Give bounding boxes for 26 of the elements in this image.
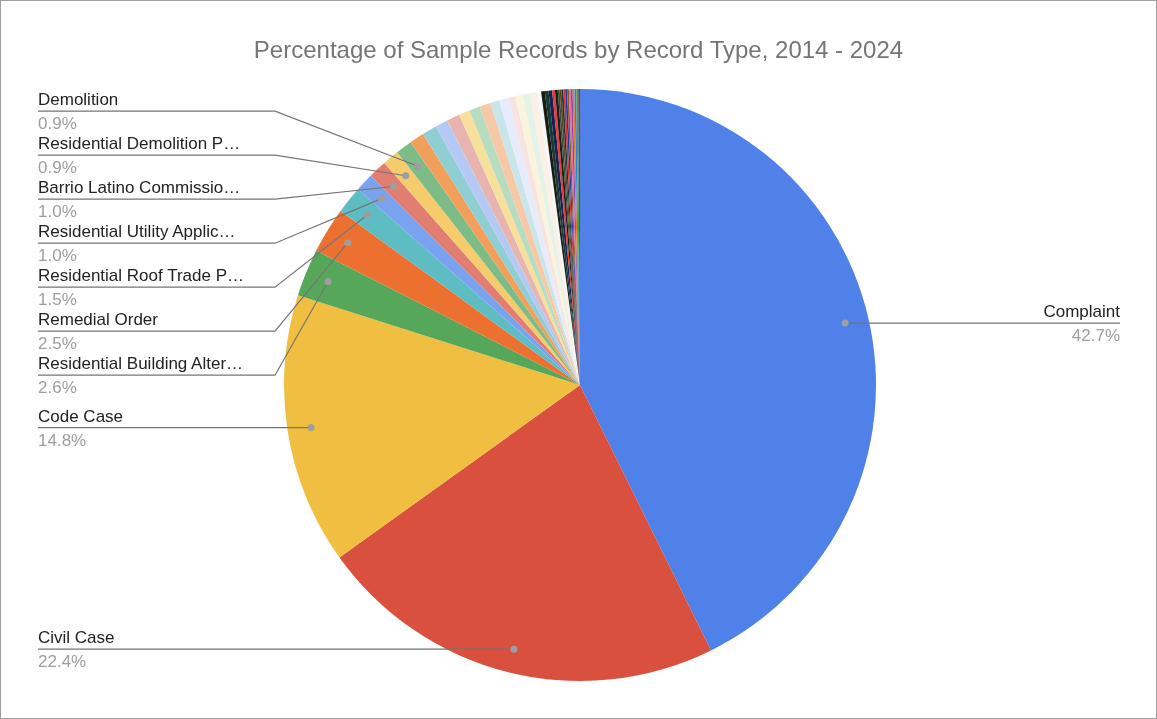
data-label: 1.0% (38, 246, 77, 266)
data-label: 0.9% (38, 158, 77, 178)
slice-label: Complaint (1043, 302, 1121, 322)
slice-label: Code Case (38, 406, 124, 426)
data-label: 2.6% (38, 378, 77, 398)
data-label: 14.8% (38, 430, 87, 450)
data-label: 42.7% (1071, 326, 1120, 346)
data-label: 1.5% (38, 290, 77, 310)
pie-slice (297, 250, 580, 385)
pie-slice (339, 385, 712, 681)
slice-label: Civil Case (38, 628, 115, 648)
slice-label: Residential Utility Applic… (38, 222, 236, 242)
data-label: 0.9% (38, 114, 77, 134)
slice-label: Residential Demolition P… (38, 134, 241, 154)
slice-label: Remedial Order (38, 310, 159, 330)
slice-label: Residential Building Alter… (38, 354, 244, 374)
data-label: 2.5% (38, 334, 77, 354)
data-label: 22.4% (38, 652, 87, 672)
slice-label: Residential Roof Trade P… (38, 266, 244, 286)
chart-title: Percentage of Sample Records by Record Type, 2014 - 2024 (253, 36, 904, 63)
data-label: 1.0% (38, 202, 77, 222)
slice-label: Demolition (38, 90, 119, 110)
slice-label: Barrio Latino Commissio… (38, 178, 241, 198)
pie-slice (316, 211, 580, 385)
pie-slice (580, 89, 876, 651)
pie-slice (284, 295, 580, 558)
